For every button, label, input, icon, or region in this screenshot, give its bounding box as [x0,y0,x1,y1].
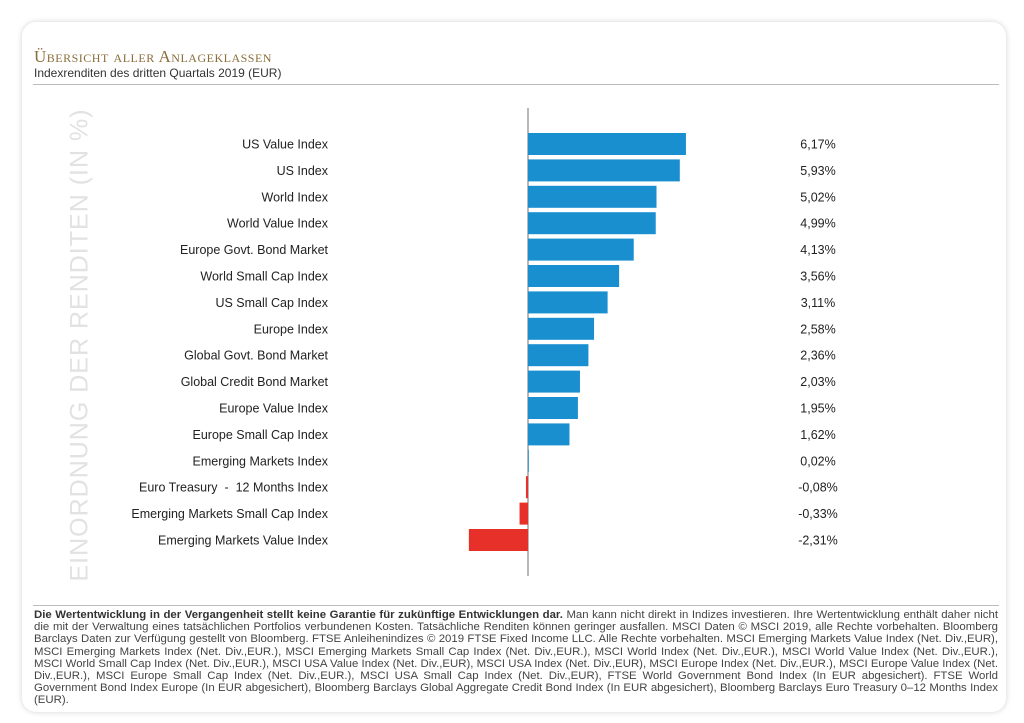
value-label: 2,58% [800,322,835,336]
bar [528,291,608,314]
value-label: 5,93% [800,164,835,178]
bar [528,238,634,261]
category-label: US Index [277,164,329,178]
bar [528,133,686,155]
value-label: 5,02% [800,190,835,204]
bar [468,529,528,551]
category-label: Emerging Markets Value Index [158,534,329,548]
bar [528,344,589,367]
value-label: 3,56% [800,270,835,284]
category-label: Europe Index [254,322,329,336]
value-label: 4,13% [800,243,835,257]
value-label: 2,36% [800,349,835,363]
value-label: 1,62% [800,428,835,442]
category-label: Euro Treasury - 12 Months Index [139,481,329,495]
value-label: 4,99% [800,217,835,231]
category-label: World Value Index [227,217,329,231]
footer-divider [33,605,999,606]
value-label: -2,31% [798,534,838,548]
chart-subtitle: Indexrenditen des dritten Quartals 2019 … [34,66,282,80]
chart-header: Übersicht aller Anlageklassen Indexrendi… [34,47,282,81]
bar [528,317,595,340]
category-label: Emerging Markets Index [193,454,329,468]
value-label: 1,95% [800,402,835,416]
category-label: US Value Index [242,138,329,152]
disclaimer-text: Die Wertentwicklung in der Vergangenheit… [34,609,998,707]
bar [528,212,656,235]
disclaimer-bold: Die Wertentwicklung in der Vergangenheit… [34,609,563,621]
value-label: 6,17% [800,138,835,152]
bar [528,159,680,182]
value-label: 0,02% [800,454,835,468]
bar [528,265,620,287]
bar [528,449,529,472]
category-label: Emerging Markets Small Cap Index [131,507,328,521]
header-divider [33,84,999,85]
category-label: World Small Cap Index [200,270,328,284]
bar [525,476,528,499]
category-label: World Index [262,190,329,204]
bar [519,502,528,525]
disclaimer-body: Man kann nicht direkt in Indizes investi… [34,609,998,707]
category-label: Europe Value Index [219,402,329,416]
category-label: Europe Small Cap Index [193,428,329,442]
category-label: Global Govt. Bond Market [184,349,328,363]
bar [528,370,580,393]
category-label: Europe Govt. Bond Market [180,243,329,257]
bar [528,185,657,208]
category-label: US Small Cap Index [215,296,328,310]
bar [528,423,570,446]
category-label: Global Credit Bond Market [181,375,329,389]
value-label: 2,03% [800,375,835,389]
chart-title: Übersicht aller Anlageklassen [34,47,272,66]
value-label: -0,33% [798,507,838,521]
content-card [22,22,1006,712]
value-label: 3,11% [801,296,836,310]
bar [528,397,578,419]
value-label: -0,08% [798,481,838,495]
